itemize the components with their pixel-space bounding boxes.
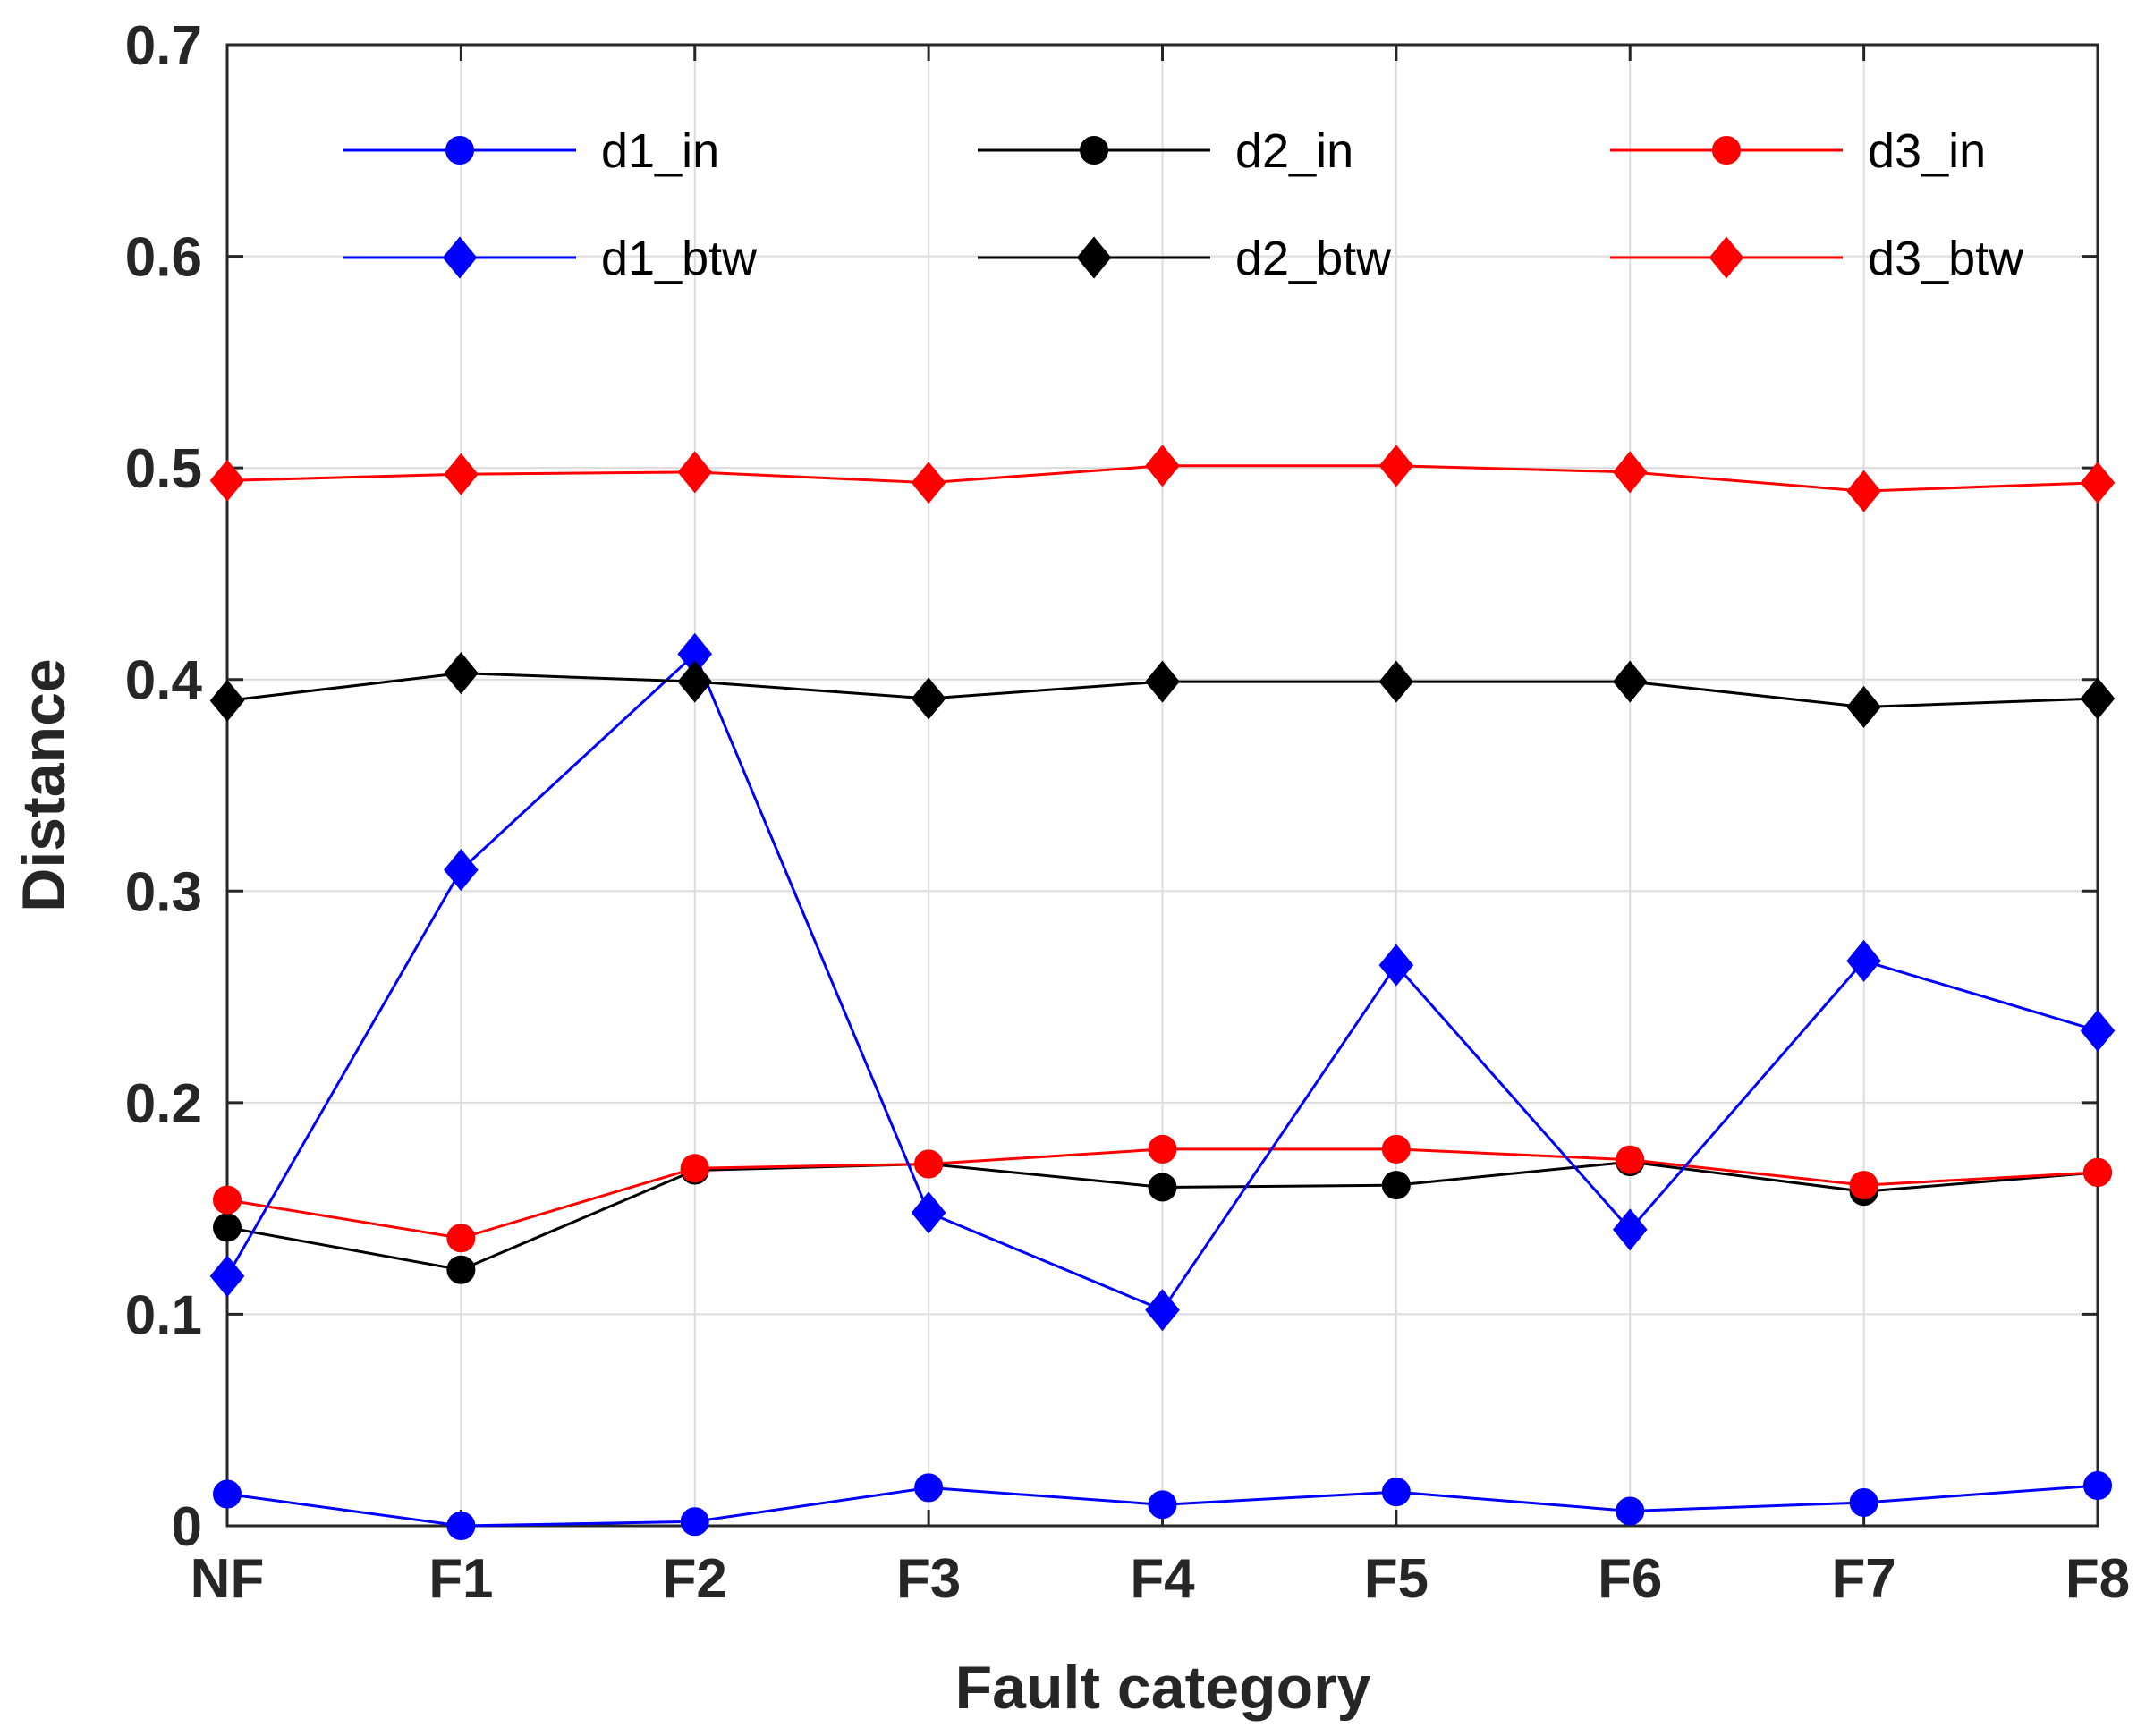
- y-tick-label: 0.6: [125, 227, 202, 289]
- series-d3-in: [213, 1134, 2112, 1253]
- data-point: [911, 1191, 946, 1234]
- data-point: [213, 1479, 242, 1509]
- data-point: [2083, 1471, 2112, 1501]
- x-tick-label: F1: [428, 1548, 493, 1610]
- series-d1-btw: [209, 632, 2116, 1332]
- data-point: [1378, 445, 1414, 487]
- data-point: [209, 1255, 245, 1298]
- legend-item-d2-in: d2_in: [978, 124, 1353, 178]
- data-point: [680, 1507, 709, 1537]
- x-tick-label: NF: [191, 1548, 265, 1610]
- series-d2-btw: [209, 652, 2116, 729]
- data-point: [1612, 660, 1648, 703]
- data-point: [1846, 939, 1881, 982]
- x-tick-label: F4: [1130, 1548, 1195, 1610]
- data-point: [2080, 462, 2116, 504]
- data-point: [2080, 677, 2116, 720]
- data-point: [2080, 1009, 2116, 1053]
- data-point: [1849, 1487, 1878, 1517]
- data-point: [1378, 944, 1414, 987]
- y-tick-label: 0.4: [125, 650, 203, 712]
- data-point: [1148, 1173, 1177, 1202]
- legend-marker: [1080, 136, 1108, 165]
- data-point: [2083, 1157, 2112, 1187]
- data-point: [1145, 660, 1180, 703]
- legend-label: d2_in: [1235, 124, 1353, 178]
- legend-marker: [1709, 236, 1744, 279]
- data-point: [911, 677, 946, 720]
- data-point: [1616, 1145, 1645, 1174]
- data-point: [677, 660, 713, 703]
- legend-item-d1-btw: d1_btw: [343, 232, 758, 285]
- x-axis-title: Fault category: [955, 1654, 1371, 1722]
- data-point: [1381, 1134, 1411, 1164]
- data-point: [444, 849, 479, 892]
- data-point: [911, 462, 946, 504]
- y-axis-title: Distance: [10, 658, 78, 911]
- data-point: [444, 453, 479, 495]
- legend-label: d3_in: [1868, 124, 1986, 178]
- y-tick-label: 0.7: [125, 15, 202, 77]
- data-point: [1148, 1134, 1177, 1164]
- y-tick-label: 0: [172, 1496, 202, 1558]
- x-tick-label: F6: [1598, 1548, 1662, 1610]
- legend-item-d3-in: d3_in: [1610, 124, 1986, 178]
- data-point: [209, 459, 245, 502]
- data-point: [1378, 660, 1414, 703]
- y-tick-label: 0.1: [125, 1284, 202, 1346]
- x-tick-label: F8: [2065, 1548, 2130, 1610]
- data-point: [1145, 445, 1180, 487]
- legend-marker: [442, 236, 478, 279]
- series-d3-btw: [209, 445, 2116, 512]
- data-point: [1849, 1171, 1878, 1200]
- data-point: [444, 652, 479, 695]
- legend: d1_in d2_in d3_in d1_btw d2_btw d3_btw: [343, 124, 2024, 285]
- data-point: [1612, 451, 1648, 494]
- legend-marker: [1076, 236, 1112, 279]
- data-point: [680, 1154, 709, 1183]
- legend-marker: [1712, 136, 1741, 165]
- data-point: [446, 1255, 476, 1284]
- data-point: [1616, 1496, 1645, 1526]
- data-point: [1612, 1208, 1648, 1251]
- data-point: [213, 1185, 242, 1215]
- data-point: [914, 1473, 944, 1503]
- data-point: [1145, 1289, 1180, 1332]
- data-point: [213, 1213, 242, 1242]
- axes: 0 0.1 0.2 0.3 0.4 0.5 0.6 0.7 NF F1 F2 F3 F4 F5 F6 F7 F8: [125, 15, 2130, 1610]
- data-point: [209, 679, 245, 722]
- series-d1-in: [213, 1471, 2112, 1540]
- data-point: [677, 451, 713, 494]
- x-tick-label: F2: [663, 1548, 727, 1610]
- x-tick-label: F3: [896, 1548, 961, 1610]
- data-point: [1381, 1478, 1411, 1507]
- y-tick-label: 0.5: [125, 438, 202, 500]
- legend-marker: [445, 136, 474, 165]
- legend-item-d1-in: d1_in: [343, 124, 719, 178]
- data-point: [446, 1512, 476, 1540]
- data-point: [446, 1224, 476, 1253]
- legend-label: d3_btw: [1868, 232, 2024, 285]
- legend-label: d1_in: [601, 124, 719, 178]
- data-point: [914, 1149, 944, 1179]
- legend-item-d3-btw: d3_btw: [1610, 232, 2024, 285]
- x-tick-label: F7: [1831, 1548, 1895, 1610]
- legend-item-d2-btw: d2_btw: [978, 232, 1392, 285]
- y-tick-label: 0.3: [125, 861, 202, 923]
- data-point: [1381, 1171, 1411, 1200]
- data-point: [1148, 1490, 1177, 1520]
- series-group: [209, 445, 2116, 1540]
- x-tick-label: F5: [1364, 1548, 1429, 1610]
- y-tick-label: 0.2: [125, 1073, 202, 1135]
- legend-label: d1_btw: [601, 232, 758, 285]
- data-point: [1846, 470, 1881, 512]
- data-point: [1846, 685, 1881, 729]
- legend-label: d2_btw: [1235, 232, 1392, 285]
